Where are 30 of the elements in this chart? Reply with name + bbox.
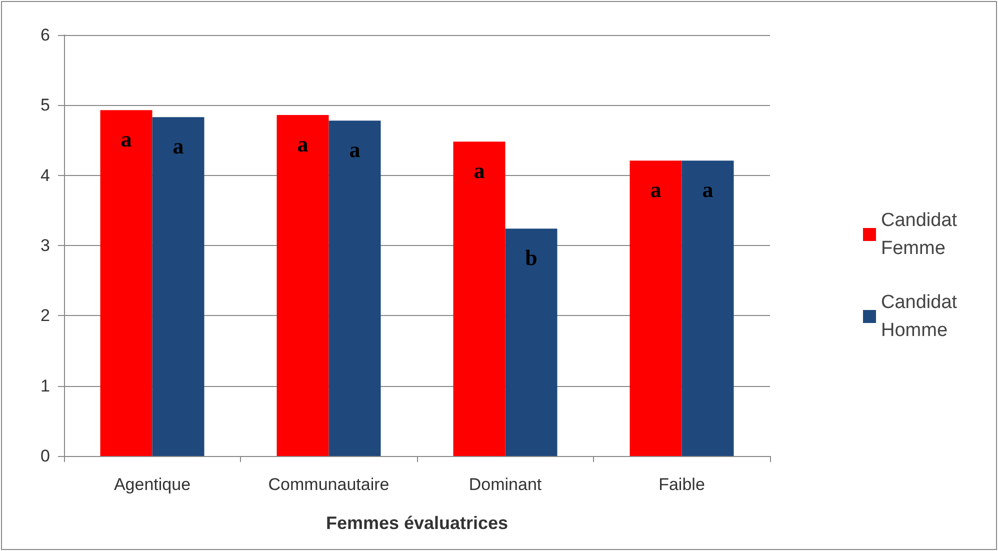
data-label: a [474, 158, 485, 184]
x-tick-label: Dominant [468, 475, 542, 494]
bar [505, 228, 558, 456]
data-label: a [702, 177, 714, 202]
x-tick-label: Faible [658, 475, 705, 494]
data-label: a [120, 126, 132, 152]
bar [630, 160, 682, 456]
legend-label: Candidat Femme [881, 210, 962, 259]
y-tick-label: 5 [40, 96, 50, 115]
data-label: a [349, 137, 360, 162]
data-label: a [650, 177, 662, 202]
y-tick-label: 2 [40, 306, 50, 326]
legend-label: Candidat Homme [881, 292, 962, 341]
bar [152, 117, 204, 456]
y-tick-label: 3 [40, 236, 50, 255]
y-tick-label: 4 [40, 166, 50, 185]
x-axis-title: Femmes évaluatrices [326, 513, 508, 533]
data-label: a [297, 131, 308, 156]
x-tick-label: Agentique [114, 475, 191, 494]
bar [100, 110, 152, 456]
data-label: b [525, 245, 538, 270]
bar [328, 120, 381, 456]
x-tick-label: Communautaire [268, 475, 390, 494]
y-tick-label: 1 [40, 376, 50, 396]
bar [682, 160, 734, 456]
bar [453, 142, 506, 456]
bar [276, 114, 329, 456]
y-tick-label: 0 [40, 446, 50, 466]
data-label: a [172, 134, 184, 159]
y-tick-label: 6 [40, 26, 50, 44]
